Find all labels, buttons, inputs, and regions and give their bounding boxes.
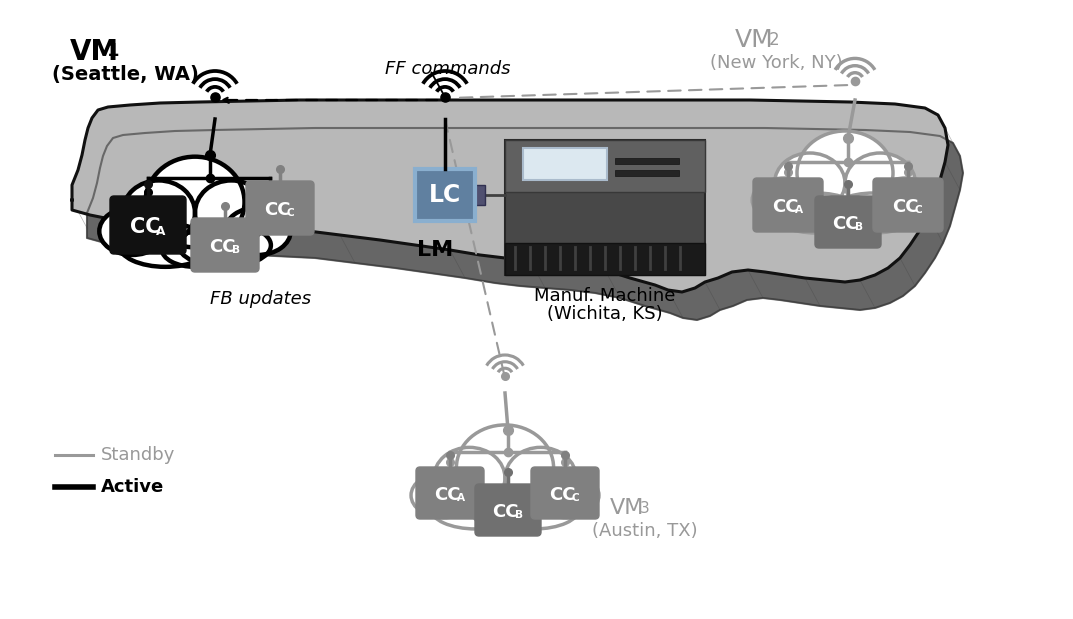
- Text: (Seattle, WA): (Seattle, WA): [52, 65, 199, 84]
- Text: LM: LM: [417, 240, 453, 260]
- FancyBboxPatch shape: [191, 218, 259, 272]
- Ellipse shape: [146, 157, 245, 248]
- Text: A: A: [457, 493, 465, 503]
- Ellipse shape: [534, 473, 599, 517]
- Text: C: C: [915, 206, 923, 215]
- Text: 1: 1: [107, 42, 119, 60]
- Text: (Austin, TX): (Austin, TX): [592, 522, 697, 540]
- Text: B: B: [232, 246, 239, 256]
- Ellipse shape: [195, 181, 267, 245]
- Text: CC: CC: [435, 485, 461, 504]
- Text: VM: VM: [735, 28, 774, 52]
- Text: C: C: [286, 209, 294, 219]
- Ellipse shape: [775, 153, 846, 213]
- Ellipse shape: [846, 153, 915, 213]
- FancyBboxPatch shape: [416, 467, 484, 519]
- Polygon shape: [72, 100, 949, 292]
- Ellipse shape: [122, 181, 195, 245]
- Text: B: B: [515, 511, 523, 521]
- Text: Standby: Standby: [101, 446, 175, 464]
- Ellipse shape: [489, 488, 579, 529]
- Ellipse shape: [430, 488, 521, 529]
- Text: B: B: [855, 222, 863, 233]
- FancyBboxPatch shape: [753, 178, 823, 232]
- Text: CC: CC: [773, 197, 799, 215]
- Ellipse shape: [472, 496, 538, 529]
- Text: FF commands: FF commands: [385, 60, 511, 78]
- Text: 2: 2: [769, 31, 780, 49]
- Ellipse shape: [100, 207, 165, 255]
- Ellipse shape: [433, 448, 505, 509]
- Text: CC: CC: [130, 217, 161, 237]
- Text: CC: CC: [549, 485, 576, 504]
- Text: VM: VM: [609, 498, 645, 518]
- FancyBboxPatch shape: [815, 196, 881, 248]
- FancyBboxPatch shape: [505, 140, 705, 275]
- Ellipse shape: [829, 193, 918, 233]
- Ellipse shape: [224, 207, 291, 255]
- FancyBboxPatch shape: [475, 484, 541, 536]
- Ellipse shape: [752, 178, 817, 222]
- Text: A: A: [156, 225, 165, 238]
- Text: CC: CC: [833, 215, 858, 233]
- FancyBboxPatch shape: [246, 181, 314, 235]
- FancyBboxPatch shape: [473, 185, 485, 205]
- Text: Active: Active: [101, 478, 164, 496]
- Ellipse shape: [505, 448, 576, 509]
- Ellipse shape: [119, 223, 211, 267]
- Text: Manuf. Machine: Manuf. Machine: [534, 287, 676, 305]
- Ellipse shape: [873, 178, 938, 222]
- Text: CC: CC: [493, 503, 519, 521]
- Ellipse shape: [178, 223, 270, 267]
- FancyBboxPatch shape: [111, 196, 186, 254]
- Ellipse shape: [797, 131, 893, 215]
- Ellipse shape: [411, 473, 475, 517]
- Polygon shape: [87, 128, 962, 320]
- Text: CC: CC: [209, 238, 236, 256]
- Ellipse shape: [813, 201, 877, 233]
- Text: C: C: [572, 493, 579, 503]
- Ellipse shape: [456, 425, 554, 511]
- Text: (New York, NY): (New York, NY): [710, 54, 842, 72]
- FancyBboxPatch shape: [523, 148, 607, 180]
- FancyBboxPatch shape: [615, 170, 679, 176]
- FancyBboxPatch shape: [415, 169, 475, 221]
- Text: A: A: [795, 206, 803, 215]
- Ellipse shape: [162, 232, 227, 267]
- Ellipse shape: [771, 193, 861, 233]
- FancyBboxPatch shape: [505, 140, 705, 192]
- FancyBboxPatch shape: [615, 158, 679, 164]
- Text: (Wichita, KS): (Wichita, KS): [547, 305, 663, 323]
- FancyBboxPatch shape: [873, 178, 943, 232]
- Text: CC: CC: [893, 197, 918, 215]
- Text: CC: CC: [264, 201, 291, 219]
- Text: LC: LC: [429, 183, 461, 207]
- FancyBboxPatch shape: [531, 467, 599, 519]
- Text: 3: 3: [640, 501, 650, 516]
- FancyBboxPatch shape: [505, 243, 705, 275]
- Text: VM: VM: [70, 38, 119, 66]
- Text: FB updates: FB updates: [210, 290, 311, 308]
